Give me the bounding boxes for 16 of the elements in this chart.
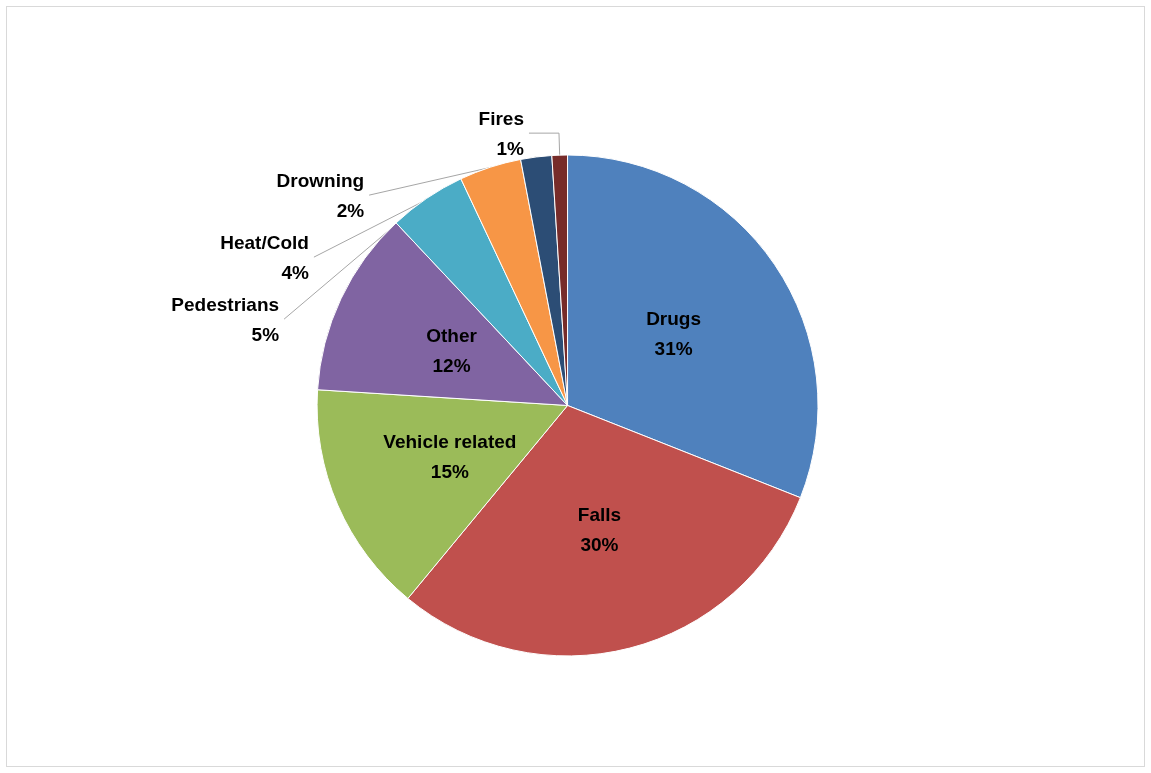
- slice-label: Vehicle related: [383, 430, 517, 452]
- slice-label: Heat/Cold: [220, 231, 309, 253]
- data-label: 30%: [580, 534, 619, 556]
- data-label: 1%: [496, 137, 525, 159]
- slice-label: Drugs: [646, 307, 702, 329]
- data-label: 2%: [336, 199, 365, 221]
- slice-label: Falls: [577, 504, 622, 526]
- slice-label: Drowning: [276, 169, 365, 191]
- data-label: 4%: [281, 261, 310, 283]
- slice-label: Other: [426, 325, 478, 347]
- data-label: 5%: [251, 323, 280, 345]
- slice-label: Pedestrians: [171, 293, 280, 315]
- slice-label: Fires: [478, 107, 524, 129]
- data-label: 31%: [654, 337, 693, 359]
- data-label: 12%: [432, 355, 471, 377]
- data-label: 15%: [430, 460, 469, 482]
